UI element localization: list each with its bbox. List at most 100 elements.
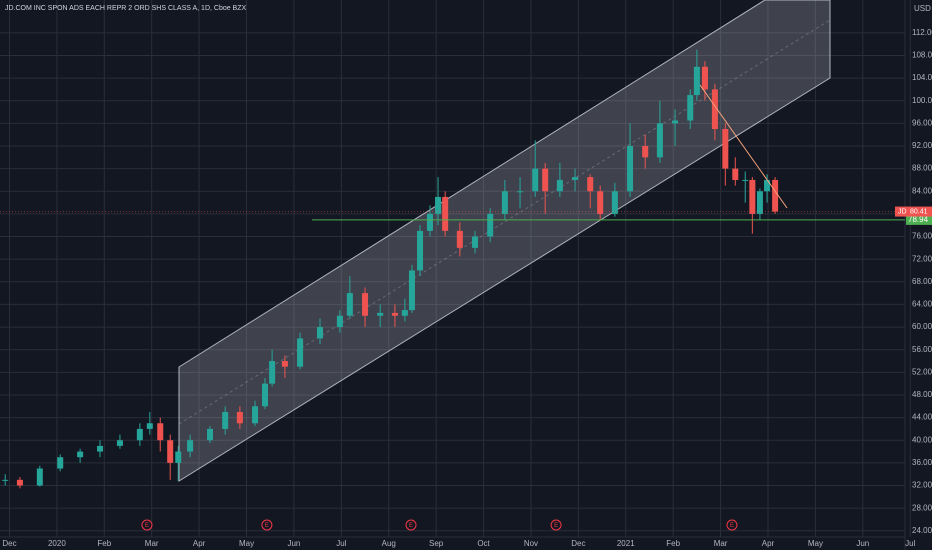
earnings-marker <box>550 519 562 531</box>
x-tick-label: 2020 <box>48 539 66 548</box>
candle-body <box>487 213 494 237</box>
candle-body <box>97 445 104 452</box>
y-tick-label: 68.00 <box>912 277 932 286</box>
earnings-label: E <box>265 523 269 529</box>
x-tick-label: Jun <box>856 539 869 548</box>
candle-body <box>316 327 323 339</box>
candle-body <box>57 457 64 469</box>
x-tick-label: Apr <box>193 539 206 548</box>
candle-body <box>187 440 194 452</box>
y-tick-label: 60.00 <box>912 322 932 331</box>
x-tick-label: Feb <box>666 539 680 548</box>
y-tick-label: 52.00 <box>912 367 932 376</box>
y-tick-label: 40.00 <box>912 435 932 444</box>
y-tick-label: 92.00 <box>912 141 932 150</box>
candle-body <box>672 120 679 124</box>
candle-body <box>167 440 174 463</box>
y-tick-label: 32.00 <box>912 481 932 490</box>
y-tick-label: 84.00 <box>912 186 932 195</box>
candle-body <box>222 411 229 429</box>
x-tick-label: Jun <box>287 539 300 548</box>
candle-body <box>627 145 634 192</box>
candle-body <box>517 191 524 193</box>
candle-body <box>136 428 143 441</box>
trend-line <box>699 84 788 209</box>
candle-body <box>146 423 153 429</box>
candle-body <box>175 451 182 463</box>
candle-body <box>687 95 694 121</box>
candle-body <box>501 191 508 214</box>
candle-body <box>207 428 214 441</box>
x-tick-label: Feb <box>97 539 111 548</box>
candle-body <box>2 479 9 481</box>
x-tick-label: Dec <box>571 539 585 548</box>
candle-body <box>693 66 700 96</box>
candle-body <box>401 310 408 316</box>
y-tick-label: 44.00 <box>912 413 932 422</box>
y-tick-label: 64.00 <box>912 300 932 309</box>
level-label: 78.94 <box>908 215 929 224</box>
x-tick-label: Nov <box>524 539 538 548</box>
candle-body <box>532 168 539 192</box>
candle-body <box>572 177 579 180</box>
candle-body <box>362 293 369 316</box>
candle-body <box>542 168 549 192</box>
channel-midline <box>178 19 831 425</box>
candle-body <box>711 89 718 130</box>
candle-body <box>742 179 749 181</box>
earnings-label: E <box>409 523 413 529</box>
price-value: 80.41 <box>910 208 928 215</box>
candle-body <box>426 213 433 231</box>
candle-body <box>756 191 763 214</box>
candle-body <box>262 383 269 407</box>
earnings-marker <box>261 519 273 531</box>
candle-body <box>116 440 123 446</box>
candle-body <box>157 423 164 441</box>
y-tick-label: 36.00 <box>912 458 932 467</box>
candle-body <box>408 270 415 311</box>
grid <box>0 0 911 537</box>
y-tick-label: 72.00 <box>912 254 932 263</box>
candle-body <box>642 145 649 158</box>
candle-body <box>597 191 604 214</box>
x-tick-label: Oct <box>477 539 490 548</box>
candle-body <box>435 196 442 214</box>
x-tick-label: Jul <box>336 539 346 548</box>
candle-body <box>732 168 739 180</box>
x-tick-label: Dec <box>2 539 16 548</box>
price-label-box <box>895 206 932 217</box>
y-tick-label: 104.00 <box>912 73 932 82</box>
y-tick-label: 108.00 <box>912 51 932 60</box>
candle-body <box>587 177 594 192</box>
candle-body <box>269 361 276 384</box>
chart-title: JD.COM INC SPON ADS EACH REPR 2 ORD SHS … <box>5 5 247 12</box>
y-tick-label: 76.00 <box>912 232 932 241</box>
x-tick-label: Sep <box>429 539 444 548</box>
x-tick-label: Mar <box>145 539 159 548</box>
level-label-box <box>906 214 932 225</box>
candle-body <box>764 179 771 192</box>
candles <box>2 49 779 489</box>
earnings-marker <box>726 519 738 531</box>
candle-body <box>722 129 729 169</box>
candle-body <box>391 312 398 316</box>
x-tick-label: Mar <box>714 539 728 548</box>
x-tick-label: Apr <box>762 539 775 548</box>
candle-body <box>749 179 756 214</box>
y-tick-label: 48.00 <box>912 390 932 399</box>
candle-body <box>346 293 353 316</box>
x-tick-label: May <box>808 539 823 548</box>
x-tick-label: May <box>239 539 254 548</box>
candle-body <box>377 312 384 316</box>
y-tick-label: 96.00 <box>912 118 932 127</box>
candle-body <box>336 315 343 328</box>
earnings-label: E <box>554 523 558 529</box>
candle-body <box>297 338 304 367</box>
candle-body <box>611 191 618 214</box>
x-tick-label: Jul <box>905 539 915 548</box>
candle-body <box>16 479 23 486</box>
candle-body <box>252 406 259 424</box>
candle-body <box>236 411 243 424</box>
y-tick-label: 24.00 <box>912 526 932 535</box>
price-symbol: JD <box>898 208 907 215</box>
